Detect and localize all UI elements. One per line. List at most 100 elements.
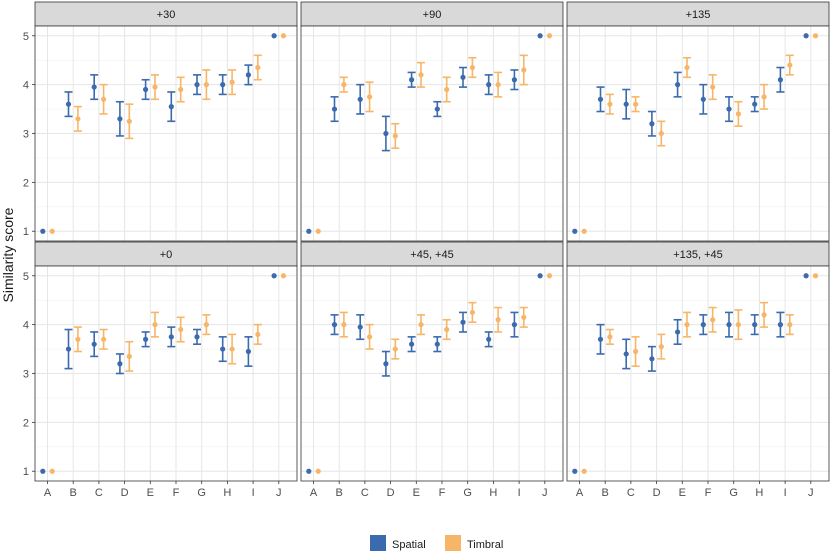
y-tick-label: 1 — [23, 226, 29, 238]
data-point — [229, 346, 235, 352]
data-point — [220, 346, 226, 352]
data-point — [306, 468, 312, 474]
data-point — [572, 468, 578, 474]
data-point — [168, 334, 174, 340]
data-point — [306, 228, 312, 234]
x-tick-label: H — [489, 487, 497, 499]
data-point — [101, 336, 107, 342]
data-point — [341, 82, 347, 88]
series-spatial — [306, 273, 543, 474]
data-point — [91, 341, 97, 347]
data-point — [245, 72, 251, 78]
data-point — [777, 322, 784, 328]
series-timbral — [49, 33, 287, 234]
data-point — [203, 322, 209, 328]
data-point — [752, 322, 758, 328]
data-point — [40, 228, 46, 234]
data-point — [812, 273, 819, 279]
x-tick-label: D — [121, 487, 129, 499]
data-point — [357, 96, 363, 102]
y-axis-label: Similarity score — [0, 207, 16, 302]
data-point — [803, 33, 809, 39]
x-tick-label: C — [95, 487, 103, 499]
x-tick-label: B — [70, 487, 77, 499]
data-point — [220, 82, 226, 88]
data-point — [710, 317, 716, 323]
x-tick-label: H — [755, 487, 763, 499]
series-timbral — [581, 33, 819, 234]
data-point — [367, 94, 373, 100]
data-point — [495, 82, 501, 88]
series-timbral — [315, 273, 553, 474]
x-tick-label: A — [310, 487, 318, 499]
panel-border — [300, 265, 564, 482]
data-point — [649, 356, 655, 362]
panel-title: +135 — [686, 9, 711, 21]
data-point — [658, 344, 664, 350]
data-point — [280, 273, 287, 279]
data-point — [418, 72, 424, 78]
series-spatial — [40, 273, 277, 474]
x-tick-label: I — [518, 487, 521, 499]
data-point — [434, 106, 440, 112]
series-timbral — [49, 273, 287, 474]
x-tick-label: G — [729, 487, 738, 499]
legend[interactable]: Spatial Timbral — [370, 535, 503, 551]
data-point — [152, 322, 158, 328]
data-point — [521, 67, 527, 73]
panel-strip — [34, 241, 298, 267]
data-point — [65, 346, 72, 352]
data-point — [761, 94, 767, 100]
panel-1: +30 1 2 3 4 5 — [23, 1, 298, 242]
data-point — [126, 118, 132, 124]
data-point — [460, 74, 466, 80]
data-point — [511, 77, 517, 83]
series-spatial — [40, 33, 277, 234]
data-point — [726, 106, 732, 112]
data-point — [537, 273, 543, 279]
data-point — [229, 79, 235, 85]
data-point — [367, 334, 373, 340]
y-tick-label: 2 — [23, 417, 29, 429]
data-point — [434, 341, 440, 347]
x-tick-label: A — [44, 487, 52, 499]
x-tick-label: E — [679, 487, 686, 499]
data-point — [469, 309, 475, 316]
panel-6: +135, +45 A B C D E F G H I J — [566, 241, 830, 499]
data-point — [315, 228, 321, 234]
x-tick-label: J — [276, 487, 282, 499]
data-point — [126, 353, 132, 359]
data-point — [117, 361, 123, 367]
data-point — [607, 101, 613, 107]
x-tick-label: D — [653, 487, 661, 499]
data-point — [607, 334, 613, 340]
data-point — [101, 96, 107, 102]
panel-title: +45, +45 — [410, 249, 453, 261]
data-point — [409, 341, 415, 347]
panel-border — [300, 25, 564, 242]
data-point — [460, 319, 466, 325]
data-point — [383, 361, 389, 367]
x-tick-label: G — [197, 487, 206, 499]
x-tick-label: F — [173, 487, 180, 499]
panel-border — [566, 265, 830, 482]
data-point — [803, 273, 809, 279]
data-point — [572, 228, 578, 234]
legend-swatch-timbral — [445, 535, 461, 551]
data-point — [623, 101, 629, 107]
panel-strip — [300, 1, 564, 27]
data-point — [700, 322, 706, 328]
data-point — [761, 312, 767, 318]
data-point — [331, 106, 338, 112]
x-tick-label: C — [627, 487, 635, 499]
data-point — [633, 348, 639, 355]
data-point — [203, 82, 209, 88]
x-tick-label: D — [387, 487, 395, 499]
y-tick-label: 3 — [23, 369, 29, 381]
data-point — [117, 116, 123, 122]
x-tick-label: B — [336, 487, 343, 499]
data-point — [444, 86, 450, 93]
x-tick-label: J — [542, 487, 548, 499]
data-point — [245, 348, 251, 355]
